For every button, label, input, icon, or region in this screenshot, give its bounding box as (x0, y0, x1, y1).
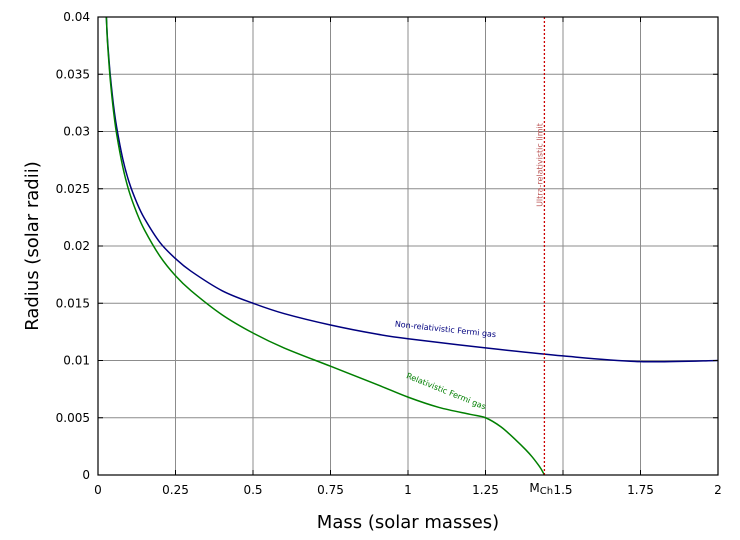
relativistic-curve-label: Relativistic Fermi gas (405, 371, 487, 411)
x-axis-title: Mass (solar masses) (317, 512, 499, 533)
grid (97, 16, 719, 476)
x-tick-label: 2 (714, 483, 722, 497)
y-tick-label: 0.01 (63, 354, 90, 368)
x-tick-label: 0.5 (243, 483, 262, 497)
chandrasekhar-mass-tick: MCh (529, 481, 553, 497)
y-axis-title: Radius (solar radii) (22, 161, 43, 331)
y-tick-label: 0.035 (56, 67, 90, 81)
chandrasekhar-mass-subscript: Ch (540, 486, 553, 497)
y-tick-label: 0.015 (56, 296, 90, 310)
y-tick-label: 0 (82, 468, 90, 482)
x-tick-label: 0.25 (162, 483, 189, 497)
y-tick-label: 0.04 (63, 10, 90, 24)
y-tick-label: 0.005 (56, 411, 90, 425)
ultra-relativistic-limit-label: Ultra-relativistic limit (535, 123, 544, 207)
y-ticks: 0 0.005 0.01 0.015 0.02 0.025 0.03 0.035 0.04 (56, 10, 718, 482)
x-tick-label: 1.75 (627, 483, 654, 497)
chandrasekhar-mass-symbol: M (529, 481, 539, 495)
non-relativistic-curve-label: Non-relativistic Fermi gas (394, 320, 496, 340)
y-tick-label: 0.03 (63, 125, 90, 139)
series-layer (105, 16, 719, 476)
x-ticks: 0 0.25 0.5 0.75 1 1.25 1.5 1.75 2 (94, 17, 722, 497)
x-tick-label: 0.75 (317, 483, 344, 497)
x-tick-label: 1.25 (472, 483, 499, 497)
series-non-relativistic-line (105, 16, 719, 363)
x-tick-label: 1 (404, 483, 412, 497)
x-tick-label: 1.5 (553, 483, 572, 497)
y-tick-label: 0.02 (63, 239, 90, 253)
x-tick-label: 0 (94, 483, 102, 497)
series-relativistic-line (105, 16, 546, 476)
y-tick-label: 0.025 (56, 182, 90, 196)
